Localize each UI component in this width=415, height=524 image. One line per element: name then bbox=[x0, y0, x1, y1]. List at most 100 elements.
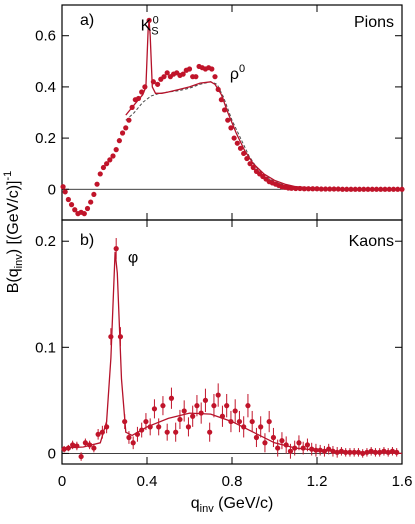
panel-b-data-point bbox=[194, 403, 200, 409]
panel-a-data-point bbox=[310, 186, 316, 192]
panel-a-data-point bbox=[339, 186, 346, 192]
panel-b-data-point bbox=[113, 246, 119, 252]
panel-b-data-point bbox=[95, 431, 101, 437]
panel-a-data-point bbox=[107, 157, 113, 163]
panel-a-data-point bbox=[305, 186, 312, 192]
panel-b-data-point bbox=[104, 424, 110, 430]
x-tick-label: 1.2 bbox=[307, 473, 328, 490]
panel-b-data-point bbox=[330, 448, 336, 454]
annotation-symbol: K bbox=[141, 18, 152, 35]
panel-b-data-point bbox=[287, 448, 294, 454]
panel-b-data-point bbox=[313, 447, 319, 453]
panel-a-data-point bbox=[150, 79, 156, 85]
panel-a-data-point bbox=[161, 74, 167, 80]
panel-b-data-point bbox=[202, 397, 209, 403]
x-axis: 0 0.4 0.8 1.2 1.6 bbox=[58, 473, 413, 490]
panel-a-data-point bbox=[378, 186, 384, 192]
panel-b-data-point bbox=[185, 424, 192, 430]
panel-b-data-point bbox=[181, 408, 187, 414]
panel-a-data-point bbox=[110, 153, 116, 159]
panel-a-data-point bbox=[155, 81, 161, 87]
panel-a-data-point bbox=[104, 161, 110, 167]
panel-a-data-point bbox=[65, 196, 71, 203]
panel-b-data-point bbox=[78, 453, 84, 460]
panel-b-data-point bbox=[253, 434, 260, 441]
panel-b-data-point bbox=[270, 434, 277, 441]
panel-a-data-point bbox=[247, 161, 253, 167]
panel-a-data-point bbox=[180, 71, 186, 77]
panel-a-data-point bbox=[348, 186, 354, 192]
panel-a-dashed-curve bbox=[125, 81, 318, 189]
panel-b-data-point bbox=[377, 449, 383, 455]
panel-b-data-point bbox=[296, 440, 302, 446]
panel-a-y-tick-label: 0 bbox=[48, 181, 56, 198]
panel-b-data-point bbox=[343, 449, 349, 455]
panel-a-data-point bbox=[395, 186, 401, 192]
panel-a-y-tick-label: 0.6 bbox=[35, 28, 56, 45]
panel-b-data-point bbox=[360, 450, 366, 456]
panel-b-data-point bbox=[160, 403, 166, 409]
annotation-symbol: φ bbox=[128, 249, 138, 266]
panel-b-data-point bbox=[108, 334, 114, 340]
y-axis-title-sub: inv bbox=[13, 254, 25, 269]
panel-b-data-point bbox=[232, 408, 238, 414]
panel-b-data-point bbox=[70, 442, 76, 448]
panel-a-fit-curve bbox=[125, 20, 360, 190]
panel-b-data-point bbox=[228, 418, 234, 425]
panel-a-data-point bbox=[335, 186, 341, 192]
panel-b-data-point bbox=[147, 424, 153, 430]
panel-b-data-point bbox=[117, 334, 124, 340]
panel-a-data-point bbox=[94, 181, 100, 187]
panel-b-data-point bbox=[156, 424, 162, 430]
x-tick-label: 0.8 bbox=[222, 473, 243, 490]
x-tick-label: 0.4 bbox=[137, 473, 158, 490]
panel-a-data-point bbox=[60, 184, 66, 190]
panel-b-data-point bbox=[338, 448, 345, 454]
panel-b-data-point bbox=[262, 440, 268, 446]
panel-b-data-point bbox=[82, 440, 88, 446]
x-tick-label: 1.6 bbox=[392, 473, 413, 490]
panel-b-data-point bbox=[126, 434, 132, 441]
panel-b-data-point bbox=[279, 438, 285, 444]
panel-a-data-point bbox=[186, 66, 193, 72]
panel-a-data-point bbox=[318, 186, 324, 192]
panel-b-data-point bbox=[266, 418, 272, 425]
panel-b-data-point bbox=[394, 449, 400, 455]
panel-a-data-point bbox=[241, 150, 247, 157]
panel-a-data-point bbox=[365, 186, 371, 192]
panel-b-data-point bbox=[364, 449, 370, 455]
panel-a-data-point bbox=[314, 186, 320, 192]
panel-b-data-point bbox=[321, 448, 328, 454]
panel-a-data-point bbox=[84, 205, 91, 212]
panel-b-data-point bbox=[91, 445, 97, 451]
panel-a-data-point bbox=[193, 74, 199, 80]
panel-b-data-point bbox=[236, 418, 243, 425]
panel-b-data-point bbox=[168, 395, 175, 401]
annotation-superscript: 0 bbox=[239, 63, 245, 75]
panel-b-data-point bbox=[249, 418, 255, 425]
panel-b-data-point bbox=[241, 424, 247, 430]
panel-a-y-tick-label: 0.4 bbox=[35, 79, 56, 96]
panel-a-tag: a) bbox=[80, 12, 94, 29]
panel-a-data-point bbox=[88, 199, 94, 205]
panel-a-annotation: KS0 bbox=[141, 15, 159, 38]
panel-b-data-point bbox=[334, 449, 340, 455]
panel-a-data-point bbox=[373, 186, 380, 192]
panel-a-data-point bbox=[209, 66, 215, 72]
panel-b: 0 0.1 0.2 φ bbox=[35, 220, 403, 464]
panel-b-data-point bbox=[355, 449, 362, 455]
annotation-superscript: 0 bbox=[153, 15, 159, 27]
panel-b-data-point bbox=[300, 445, 306, 451]
panel-b-data-point bbox=[61, 446, 67, 452]
panel-b-data-point bbox=[173, 429, 179, 435]
y-axis-title: B(qinv) [(GeV/c)]-1 bbox=[2, 171, 25, 294]
panel-b-data-point bbox=[198, 410, 204, 416]
panel-b-data-point bbox=[164, 429, 170, 435]
y-axis-title-pre: B(q bbox=[5, 268, 22, 293]
panel-a-data-point bbox=[237, 145, 244, 151]
panel-b-data-point bbox=[326, 446, 332, 452]
panel-a-data-point bbox=[301, 186, 307, 192]
panel-b-y-tick-label: 0.2 bbox=[35, 233, 56, 250]
panel-a-data-point bbox=[81, 211, 87, 217]
